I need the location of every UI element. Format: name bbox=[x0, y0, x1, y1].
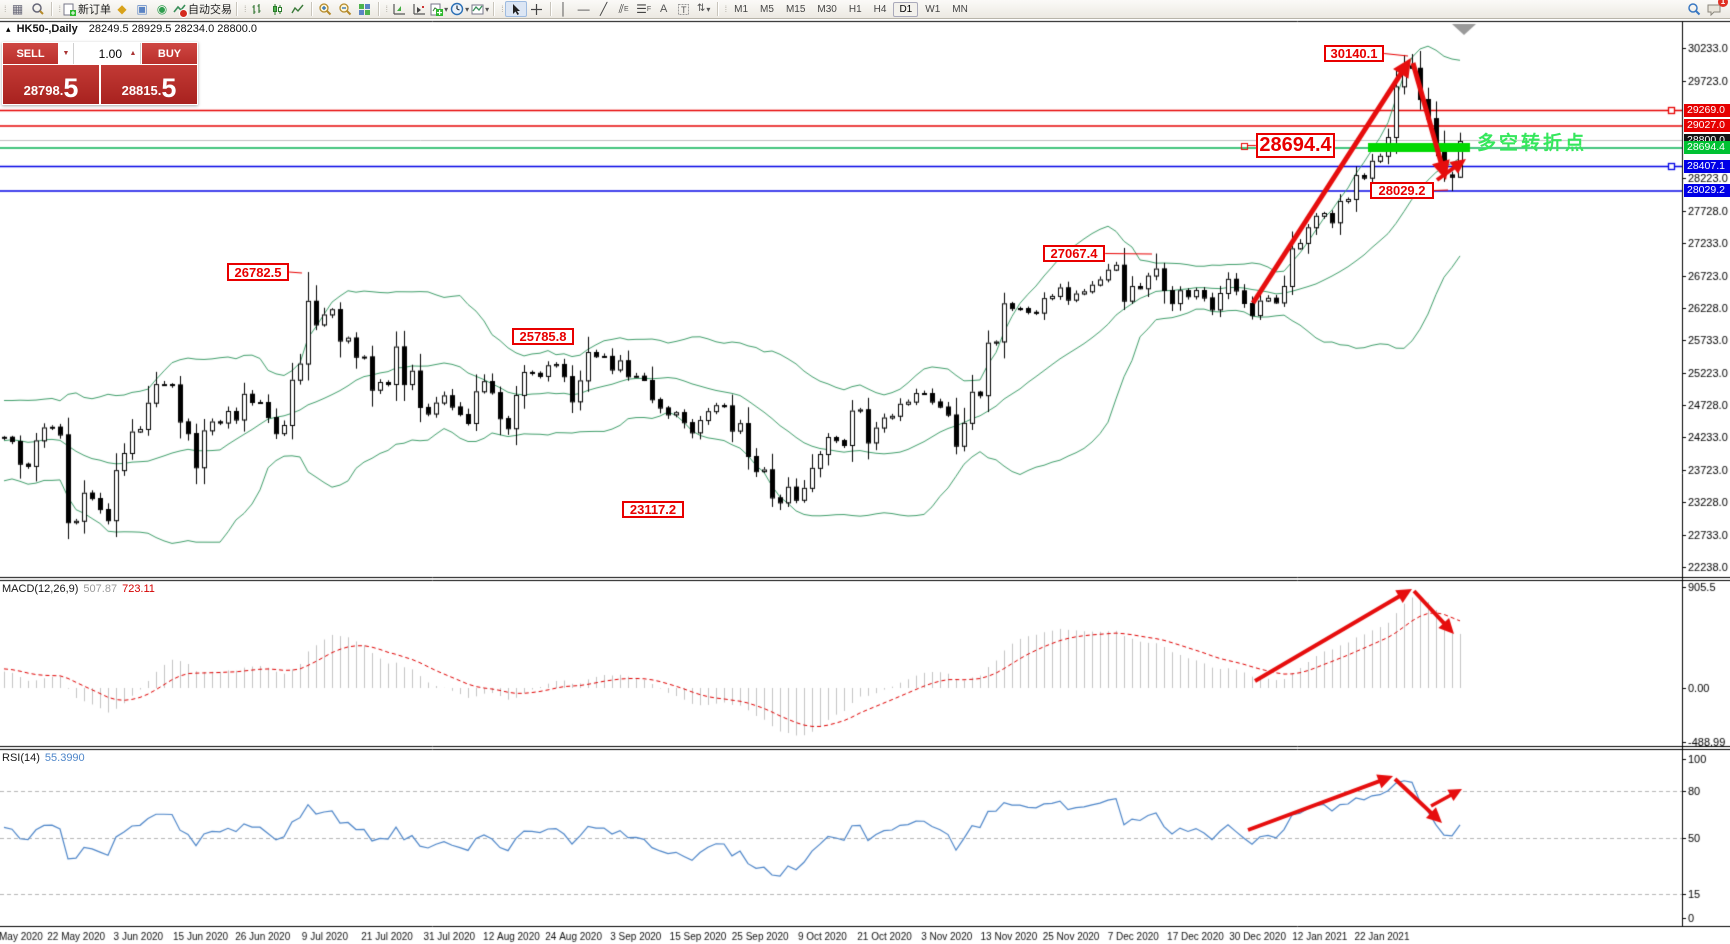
toolbar-grip: ⁞ bbox=[385, 4, 388, 14]
chart-title: ▴ HK50-,Daily 28249.5 28929.5 28234.0 28… bbox=[6, 23, 257, 35]
tab-h4[interactable]: H4 bbox=[873, 3, 887, 15]
chevron-down-icon[interactable]: ▾ bbox=[444, 4, 449, 14]
price-tag-29027: 29027.0 bbox=[1684, 119, 1730, 132]
notification-badge: 1 bbox=[1718, 0, 1728, 7]
chevron-down-icon[interactable]: ▾ bbox=[485, 4, 490, 14]
new-order-label: 新订单 bbox=[78, 4, 112, 16]
annotation-28029[interactable]: 28029.2 bbox=[1370, 182, 1434, 199]
bar-chart-icon[interactable] bbox=[248, 1, 268, 17]
strategy-tester-icon[interactable] bbox=[389, 1, 409, 17]
zoom-in-icon[interactable] bbox=[315, 1, 335, 17]
tab-m5[interactable]: M5 bbox=[760, 3, 774, 15]
templates-icon[interactable]: ▾ bbox=[470, 1, 490, 17]
tab-m30[interactable]: M30 bbox=[817, 3, 837, 15]
tab-m1[interactable]: M1 bbox=[734, 3, 749, 15]
toolbar-grip: ⁞ bbox=[244, 4, 246, 14]
periods-clock-icon[interactable]: ▾ bbox=[449, 1, 470, 17]
arrows-tool[interactable]: ⇅ ▾ bbox=[696, 3, 711, 14]
volume-up-button[interactable]: ▲ bbox=[126, 43, 141, 64]
tile-windows-icon[interactable] bbox=[355, 1, 375, 17]
line-chart-icon[interactable] bbox=[288, 1, 308, 17]
search-icon[interactable] bbox=[1684, 1, 1704, 17]
volume-down-button[interactable]: ▼ bbox=[59, 43, 74, 64]
price-tag-28694: 28694.4 bbox=[1684, 141, 1730, 154]
toolbar-grip: ⁞ bbox=[58, 4, 61, 14]
indicators-add-icon[interactable]: ▾ bbox=[429, 1, 449, 17]
navigator-icon[interactable]: ▣ bbox=[136, 2, 148, 16]
toolbar-grip: ⁞ bbox=[724, 4, 727, 14]
annotation-26782[interactable]: 26782.5 bbox=[227, 263, 289, 281]
tab-h1[interactable]: H1 bbox=[848, 3, 862, 15]
tab-m15[interactable]: M15 bbox=[785, 3, 806, 15]
channel-tool[interactable]: ⫽ E bbox=[618, 2, 629, 16]
text-tool[interactable]: A bbox=[659, 3, 668, 15]
ohlc-values: 28249.5 28929.5 28234.0 28800.0 bbox=[88, 23, 258, 35]
symbol-timeframe: HK50-,Daily bbox=[16, 23, 78, 35]
bid-price-button[interactable]: 28798. 5 bbox=[3, 65, 101, 104]
fibonacci-tool[interactable]: ☰ F bbox=[636, 2, 652, 16]
rsi-label: RSI(14) 55.3990 bbox=[2, 752, 85, 764]
annotation-27067[interactable]: 27067.4 bbox=[1043, 245, 1105, 262]
candlestick-chart-icon[interactable] bbox=[268, 1, 288, 17]
ask-price-button[interactable]: 28815. 5 bbox=[101, 65, 197, 104]
print-preview-icon[interactable] bbox=[28, 1, 48, 17]
chart-title-icon: ▴ bbox=[6, 24, 11, 34]
cursor-tool[interactable] bbox=[504, 1, 527, 17]
tab-d1[interactable]: D1 bbox=[893, 1, 919, 17]
step-forward-icon[interactable] bbox=[409, 1, 429, 17]
vline-tool[interactable]: │ bbox=[559, 2, 568, 16]
one-click-trade-panel: SELL ▼ ▲ BUY 28798.5 28815.5 bbox=[2, 42, 198, 105]
price-tag-28407: 28407.1 bbox=[1684, 159, 1730, 173]
chevron-down-icon[interactable]: ▾ bbox=[465, 4, 470, 14]
hline-tool[interactable]: — bbox=[577, 2, 590, 16]
bid-frac: 5 bbox=[63, 73, 79, 103]
label-tool[interactable]: T bbox=[674, 1, 694, 17]
sell-button[interactable]: SELL bbox=[3, 43, 59, 64]
annotation-28694-key-level[interactable]: 28694.4 bbox=[1256, 133, 1335, 158]
tab-mn[interactable]: MN bbox=[952, 3, 968, 15]
ask-main: 28815 bbox=[121, 83, 158, 98]
buy-button[interactable]: BUY bbox=[141, 43, 197, 64]
volume-input[interactable] bbox=[74, 43, 126, 64]
bid-main: 28798 bbox=[23, 83, 60, 98]
chevron-down-icon[interactable]: ▾ bbox=[706, 4, 711, 14]
price-tag-29269: 29269.0 bbox=[1684, 103, 1730, 117]
toolbar: ⁞ ▦ ⁞ 新订单 ◆ ▣ ◉ 自动交易 ⁞ bbox=[0, 0, 1730, 19]
svg-text:T: T bbox=[681, 5, 687, 15]
market-watch-icon[interactable]: ◆ bbox=[117, 2, 127, 16]
crosshair-tool[interactable] bbox=[527, 1, 547, 17]
bull-bear-turning-point-label[interactable]: 多空转折点 bbox=[1477, 133, 1588, 154]
new-order-button[interactable]: 新订单 bbox=[62, 1, 112, 17]
ask-frac: 5 bbox=[161, 73, 177, 103]
notifications-icon[interactable]: 1 bbox=[1704, 0, 1728, 17]
annotation-30140[interactable]: 30140.1 bbox=[1324, 45, 1384, 62]
signals-icon[interactable]: ◉ bbox=[156, 2, 168, 16]
zoom-out-icon[interactable] bbox=[335, 1, 355, 17]
trendline-tool[interactable]: ╱ bbox=[600, 2, 608, 16]
toolbar-grip: ⁞ bbox=[4, 4, 6, 14]
annotation-23117[interactable]: 23117.2 bbox=[622, 501, 684, 518]
toolbar-grip: ⁞ bbox=[501, 4, 503, 14]
annotation-25785[interactable]: 25785.8 bbox=[512, 328, 574, 345]
price-tag-28029: 28029.2 bbox=[1684, 184, 1730, 197]
chart-window-icon[interactable]: ▦ bbox=[11, 2, 24, 16]
macd-label: MACD(12,26,9) 507.87 723.11 bbox=[2, 583, 155, 595]
tab-w1[interactable]: W1 bbox=[925, 3, 941, 15]
autotrading-label: 自动交易 bbox=[188, 4, 233, 16]
autotrading-button[interactable]: 自动交易 bbox=[172, 1, 233, 18]
